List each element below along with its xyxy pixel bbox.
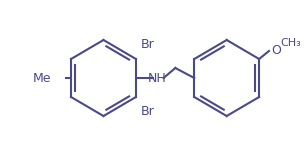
- Text: O: O: [271, 44, 281, 58]
- Text: CH₃: CH₃: [281, 38, 301, 48]
- Text: Br: Br: [141, 38, 155, 51]
- Text: Me: Me: [33, 71, 51, 84]
- Text: Br: Br: [141, 105, 155, 118]
- Text: NH: NH: [148, 71, 167, 84]
